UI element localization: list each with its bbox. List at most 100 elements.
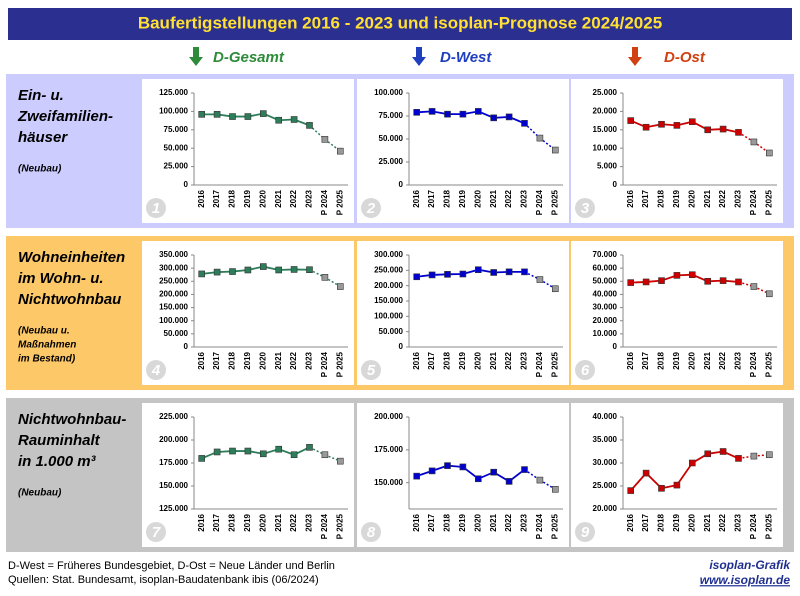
y-tick-label: 20.000 [593, 504, 618, 513]
x-tick-label: 2019 [672, 351, 681, 369]
marker [413, 109, 421, 116]
marker [290, 116, 298, 123]
y-tick-label: 200.000 [159, 435, 188, 444]
marker [704, 126, 712, 134]
x-tick-label: 2023 [305, 351, 314, 369]
row-title: in 1.000 m³ [18, 453, 97, 470]
y-tick-label: 175.000 [159, 458, 188, 467]
series-line [753, 141, 770, 154]
y-tick-label: 15.000 [593, 125, 618, 134]
row-title: im Wohn- u. [18, 270, 104, 287]
x-tick-label: 2018 [228, 513, 237, 531]
x-tick-label: P 2025 [335, 513, 344, 539]
x-tick-label: 2018 [443, 351, 452, 369]
panel [357, 403, 569, 547]
x-tick-label: 2018 [228, 189, 237, 207]
x-tick-label: P 2024 [749, 351, 758, 377]
x-tick-label: 2017 [427, 351, 436, 369]
x-tick-label: 2020 [258, 513, 267, 531]
y-tick-label: 0 [613, 342, 618, 351]
y-tick-label: 40.000 [593, 290, 618, 299]
marker [750, 283, 758, 290]
y-tick-label: 100.000 [374, 88, 403, 97]
x-tick-label: 2022 [289, 513, 298, 531]
panel [357, 241, 569, 385]
x-tick-label: 2023 [305, 513, 314, 531]
marker [719, 277, 727, 284]
marker [459, 463, 467, 471]
x-tick-label: 2019 [243, 351, 252, 369]
marker [474, 266, 482, 274]
x-tick-label: P 2025 [764, 351, 773, 377]
y-tick-label: 0 [184, 180, 189, 189]
badge-number: 3 [581, 200, 590, 217]
marker [198, 111, 205, 118]
x-tick-label: 2016 [626, 513, 635, 531]
y-tick-label: 175.000 [374, 445, 403, 454]
marker [521, 120, 528, 127]
badge [146, 360, 166, 380]
y-tick-label: 75.000 [164, 125, 189, 134]
forecast-connector [524, 271, 541, 281]
x-tick-label: 2022 [718, 351, 727, 369]
marker [688, 118, 696, 126]
marker [765, 290, 773, 298]
marker [244, 113, 252, 120]
badge [575, 198, 595, 218]
marker [536, 134, 544, 142]
row-title: Ein- u. [18, 87, 64, 104]
arrow [412, 47, 426, 66]
marker [413, 472, 421, 480]
title: Baufertigstellungen 2016 - 2023 und isop… [138, 13, 662, 32]
x-tick-label: P 2025 [550, 351, 559, 377]
row-title: Nichtwohnbau- [18, 411, 126, 428]
footer-legend: D-West = Früheres Bundesgebiet, D-Ost = … [8, 560, 335, 572]
title-bar [8, 8, 792, 40]
x-tick-label: 2023 [520, 513, 529, 531]
row-title: Rauminhalt [18, 432, 101, 449]
y-tick-label: 75.000 [379, 111, 404, 120]
marker [306, 122, 313, 129]
y-tick-label: 25.000 [593, 481, 618, 490]
badge-number: 4 [151, 362, 161, 379]
series-line [539, 479, 556, 490]
x-tick-label: 2016 [197, 189, 206, 207]
y-tick-label: 100.000 [374, 311, 403, 320]
row-title: häuser [18, 129, 68, 146]
x-tick-label: 2016 [626, 189, 635, 207]
y-tick-label: 20.000 [593, 316, 618, 325]
x-tick-label: 2021 [489, 351, 498, 369]
x-tick-label: P 2024 [535, 351, 544, 377]
panel [571, 403, 783, 547]
marker [673, 272, 681, 279]
marker [229, 113, 236, 120]
marker [336, 457, 344, 465]
badge-number: 1 [152, 200, 160, 217]
x-tick-label: P 2025 [550, 513, 559, 539]
y-tick-label: 50.000 [164, 143, 189, 152]
marker [290, 266, 298, 273]
url[interactable]: www.isoplan.de [700, 573, 791, 587]
marker [428, 271, 436, 279]
x-tick-label: 2023 [734, 189, 743, 207]
y-tick-label: 25.000 [593, 88, 618, 97]
x-tick-label: 2022 [718, 513, 727, 531]
series-line [539, 278, 556, 290]
marker [642, 469, 650, 477]
marker [627, 117, 635, 124]
x-tick-label: 2018 [657, 513, 666, 531]
marker [306, 266, 313, 274]
marker [551, 146, 559, 154]
x-tick-label: 2021 [703, 513, 712, 531]
x-tick-label: P 2024 [320, 513, 329, 539]
marker [536, 276, 544, 283]
x-tick-label: 2018 [443, 513, 452, 531]
x-tick-label: P 2024 [320, 351, 329, 377]
y-tick-label: 200.000 [374, 412, 403, 421]
x-tick-label: 2016 [412, 189, 421, 207]
marker [658, 120, 665, 128]
row-title: Zweifamilien- [17, 108, 113, 125]
marker [198, 455, 205, 462]
marker [275, 116, 283, 124]
